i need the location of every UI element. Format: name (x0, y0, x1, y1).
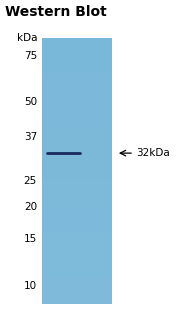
Text: 10: 10 (24, 281, 37, 290)
Bar (42, 224, 112, 233)
Bar (42, 109, 112, 118)
Bar (42, 162, 112, 171)
Bar (42, 242, 112, 251)
Text: 37: 37 (24, 132, 37, 142)
Bar (42, 189, 112, 197)
Text: 75: 75 (24, 51, 37, 61)
Bar (42, 74, 112, 82)
Bar (42, 215, 112, 224)
Bar (42, 56, 112, 65)
Bar (42, 136, 112, 144)
Bar (42, 295, 112, 304)
Bar (42, 180, 112, 189)
Bar (42, 197, 112, 206)
Bar (42, 118, 112, 127)
Bar (42, 127, 112, 136)
Bar (42, 269, 112, 277)
Bar (42, 38, 112, 47)
Text: Western Blot: Western Blot (5, 5, 107, 19)
Bar (42, 38, 112, 304)
Text: 15: 15 (24, 234, 37, 244)
Bar (42, 286, 112, 295)
Bar (42, 100, 112, 109)
Bar (42, 82, 112, 91)
Bar (42, 251, 112, 260)
Bar (42, 233, 112, 242)
Text: 50: 50 (24, 97, 37, 107)
Bar (42, 277, 112, 286)
Bar (42, 144, 112, 153)
Text: kDa: kDa (17, 33, 37, 43)
Bar (42, 91, 112, 100)
Text: 25: 25 (24, 176, 37, 186)
Bar (42, 260, 112, 269)
Text: 20: 20 (24, 201, 37, 212)
Bar (42, 47, 112, 56)
Bar (42, 65, 112, 74)
Bar (42, 171, 112, 180)
Bar (42, 206, 112, 215)
Text: 32kDa: 32kDa (136, 148, 170, 158)
Bar (42, 153, 112, 162)
